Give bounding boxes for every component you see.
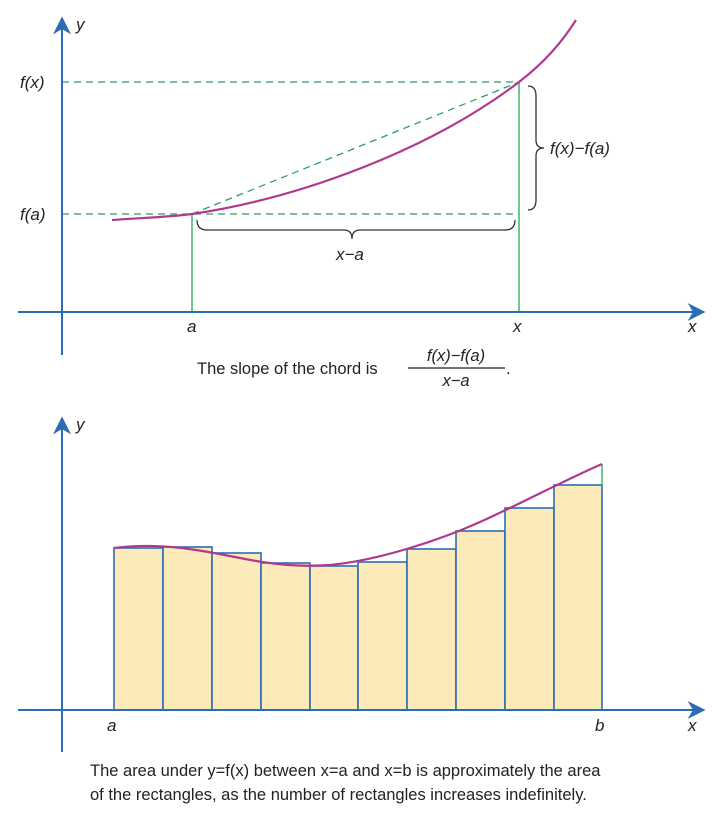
- caption-fraction-numerator: f(x)−f(a): [427, 347, 485, 365]
- fa-label: f(a): [20, 205, 46, 224]
- bottom-x-axis-label: x: [687, 716, 697, 735]
- bottom-diagram: y x a b The area under y=f(x) between x=…: [18, 415, 706, 804]
- top-y-axis-label: y: [75, 15, 86, 34]
- top-diagram: y x f(x) f(a) a x f(x)−f(a) x−a The slop…: [18, 15, 706, 390]
- vertical-brace: [527, 85, 545, 211]
- tick-label-a-bottom: a: [107, 716, 116, 735]
- rectangle-6: [357, 561, 408, 711]
- rectangle-9: [504, 507, 555, 711]
- rectangle-3: [211, 552, 262, 711]
- top-curve: [111, 19, 577, 222]
- rectangle-10: [553, 484, 603, 711]
- rectangle-7: [406, 548, 457, 711]
- rectangle-2: [162, 546, 213, 711]
- top-caption-text: The slope of the chord is: [197, 360, 378, 378]
- top-x-axis-label: x: [687, 317, 697, 336]
- fx-label: f(x): [20, 73, 45, 92]
- chord-line: [191, 81, 520, 215]
- top-caption-end: .: [506, 360, 511, 378]
- horizontal-brace: [196, 219, 516, 240]
- rectangle-5: [309, 565, 359, 711]
- bottom-caption-line-1: The area under y=f(x) between x=a and x=…: [90, 762, 601, 780]
- tick-label-x: x: [512, 317, 522, 336]
- tick-label-b: b: [595, 716, 604, 735]
- rectangle-8: [455, 530, 506, 711]
- tick-label-a: a: [187, 317, 196, 336]
- bottom-y-axis-label: y: [75, 415, 86, 434]
- bottom-curve: [113, 462, 603, 567]
- caption-fraction-denominator: x−a: [441, 372, 469, 390]
- rectangle-1: [113, 547, 164, 711]
- brace-horizontal-label: x−a: [335, 245, 364, 264]
- rectangles: [113, 484, 603, 711]
- rectangle-4: [260, 562, 311, 711]
- brace-vertical-label: f(x)−f(a): [550, 139, 610, 158]
- bottom-caption-line-2: of the rectangles, as the number of rect…: [90, 786, 587, 804]
